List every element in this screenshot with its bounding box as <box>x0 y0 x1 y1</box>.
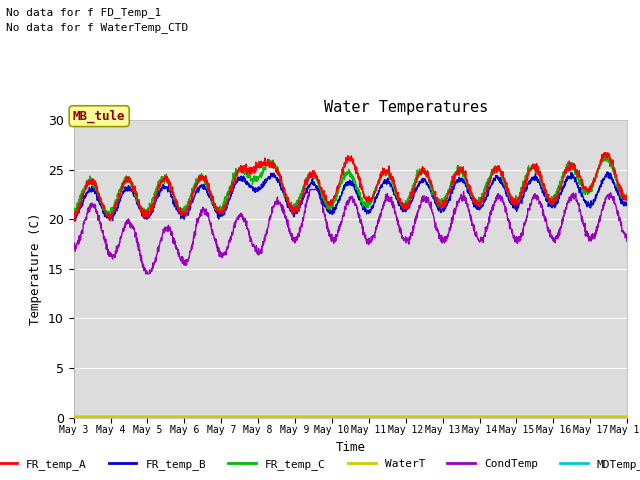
Text: MB_tule: MB_tule <box>73 109 125 123</box>
Y-axis label: Temperature (C): Temperature (C) <box>29 213 42 325</box>
Text: No data for f WaterTemp_CTD: No data for f WaterTemp_CTD <box>6 22 189 33</box>
X-axis label: Time: Time <box>335 441 365 454</box>
Legend: FR_temp_A, FR_temp_B, FR_temp_C, WaterT, CondTemp, MDTemp_A: FR_temp_A, FR_temp_B, FR_temp_C, WaterT,… <box>0 455 640 474</box>
Text: No data for f FD_Temp_1: No data for f FD_Temp_1 <box>6 7 162 18</box>
Title: Water Temperatures: Water Temperatures <box>324 100 488 115</box>
